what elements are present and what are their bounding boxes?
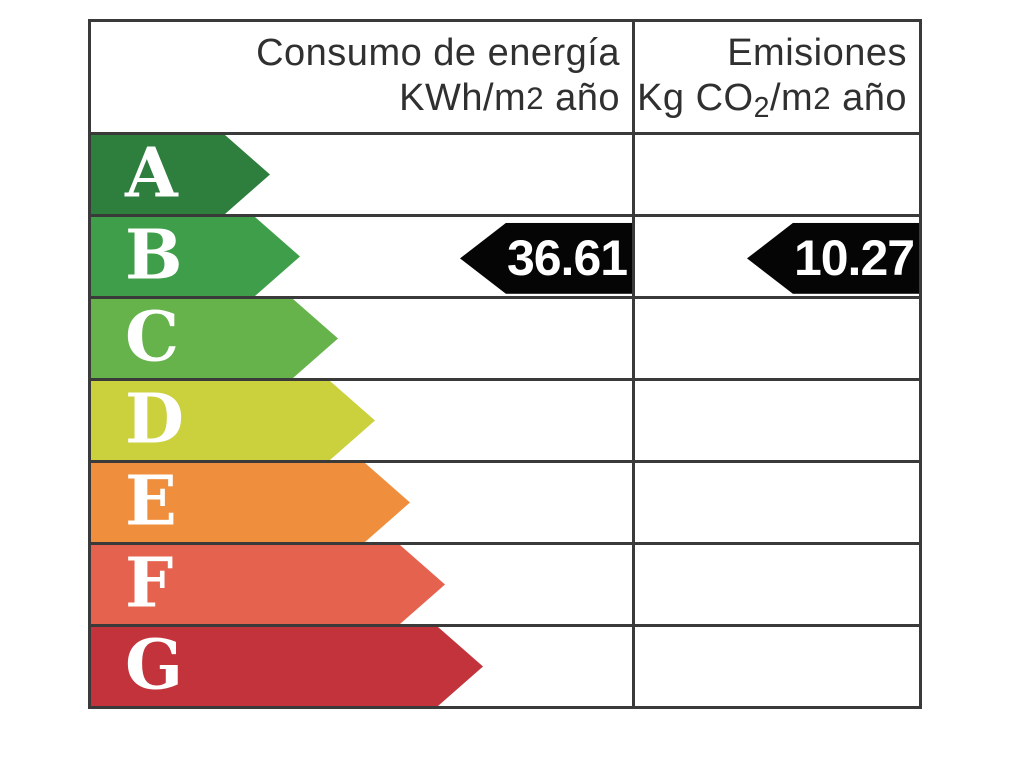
rating-row-e: E (91, 463, 919, 545)
rating-letter-f: F (125, 543, 174, 624)
rating-arrow-a (91, 135, 270, 214)
rating-table: Consumo de energía KWh/m2 año Emisiones … (88, 19, 922, 709)
rating-letter-g: G (125, 625, 184, 706)
rating-row-d: D (91, 381, 919, 463)
emissions-value: 10.27 (793, 229, 915, 286)
energy-value-marker: 36.61 (460, 222, 632, 294)
rating-letter-b: B (125, 215, 183, 296)
rating-arrow-d (91, 381, 375, 460)
energy-header-unit: KWh/m2 año (399, 77, 620, 119)
rating-arrow-c (91, 299, 338, 378)
rating-row-f: F (91, 545, 919, 627)
rating-letter-c: C (125, 297, 180, 378)
rating-arrow-e (91, 463, 410, 542)
energy-header-title: Consumo de energía (256, 32, 620, 74)
left-arrow-marker-icon (460, 222, 632, 294)
rating-arrow-b (91, 217, 300, 296)
rating-letter-e: E (125, 461, 177, 542)
energy-value: 36.61 (506, 229, 628, 286)
rating-row-c: C (91, 299, 919, 381)
rating-letter-a: A (125, 133, 178, 214)
left-arrow-marker-icon (747, 222, 919, 294)
rating-arrow-g (91, 627, 483, 706)
emissions-header-unit: Kg CO2/m2 año (637, 77, 907, 124)
rating-arrow-f (91, 545, 445, 624)
rating-letter-d: D (125, 379, 184, 460)
header-energy-consumption: Consumo de energía KWh/m2 año (91, 22, 632, 132)
table-header: Consumo de energía KWh/m2 año Emisiones … (91, 22, 919, 135)
rating-row-b: B 36.61 10.27 (91, 217, 919, 299)
emissions-header-title: Emisiones (727, 32, 907, 74)
emissions-value-marker: 10.27 (747, 222, 919, 294)
column-divider (632, 22, 635, 706)
rating-rows: A B 36.61 10.27 C D (91, 135, 919, 706)
header-emissions: Emisiones Kg CO2/m2 año (632, 22, 919, 132)
rating-row-a: A (91, 135, 919, 217)
rating-row-g: G (91, 627, 919, 706)
